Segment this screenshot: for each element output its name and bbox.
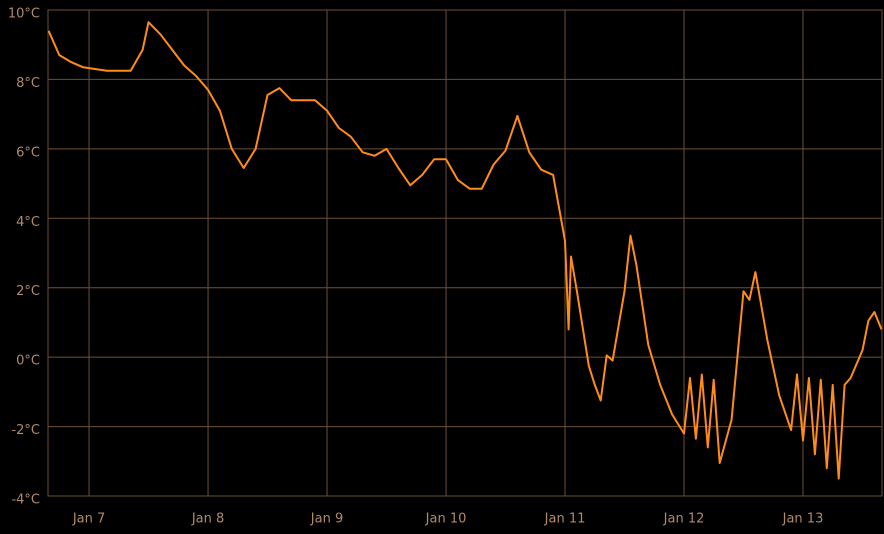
plot-border (47, 9, 883, 497)
y-tick-label: -4°C (11, 493, 40, 508)
x-tick-label: Jan 13 (782, 512, 824, 527)
x-tick-label: Jan 10 (425, 512, 467, 527)
x-tick-label: Jan 11 (544, 512, 586, 527)
x-tick-label: Jan 8 (191, 512, 224, 527)
x-tick-label: Jan 12 (663, 512, 705, 527)
y-tick-label: 0°C (16, 354, 40, 369)
y-tick-label: 8°C (16, 76, 40, 91)
y-tick-label: 10°C (8, 7, 40, 22)
x-tick-label: Jan 9 (310, 512, 343, 527)
y-tick-label: -2°C (11, 423, 40, 438)
y-tick-label: 6°C (16, 145, 40, 160)
y-tick-label: 2°C (16, 284, 40, 299)
x-tick-label: Jan 7 (72, 512, 105, 527)
y-tick-label: 4°C (16, 215, 40, 230)
data-line (47, 21, 883, 480)
